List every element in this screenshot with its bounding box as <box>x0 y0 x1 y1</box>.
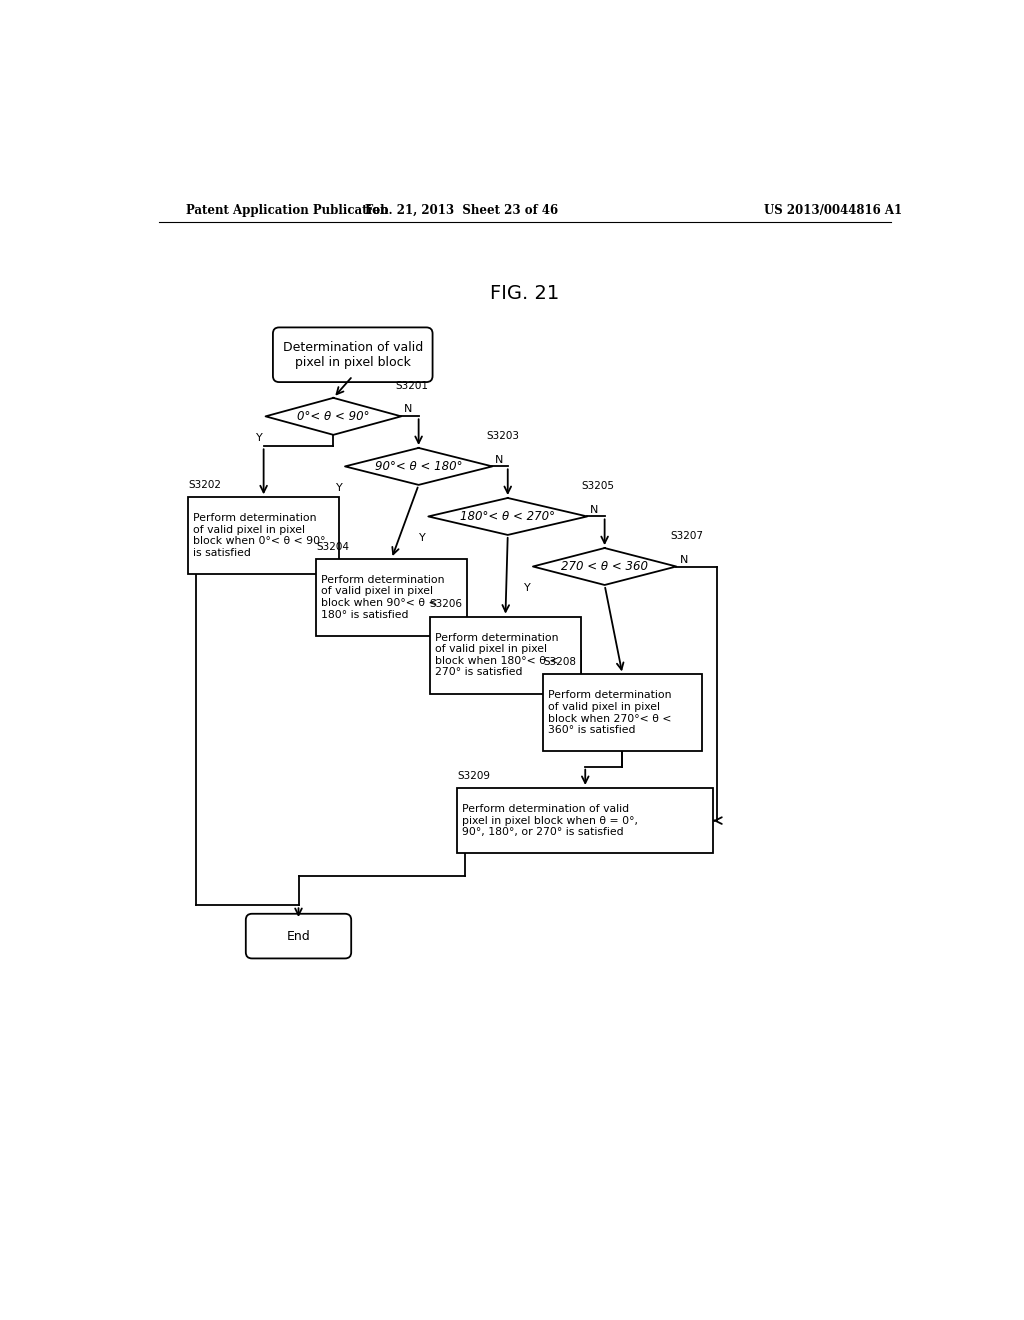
Text: Y: Y <box>523 583 530 593</box>
Bar <box>543 675 701 751</box>
Text: S3207: S3207 <box>670 531 703 541</box>
Text: 90°< θ < 180°: 90°< θ < 180° <box>375 459 463 473</box>
Text: S3206: S3206 <box>430 599 463 610</box>
Bar <box>188 498 339 574</box>
Text: S3204: S3204 <box>316 541 349 552</box>
Text: N: N <box>590 504 599 515</box>
Text: S3209: S3209 <box>458 771 490 780</box>
Text: Perform determination
of valid pixel in pixel
block when 180°< θ <
270° is satis: Perform determination of valid pixel in … <box>434 632 558 677</box>
Text: Perform determination of valid
pixel in pixel block when θ = 0°,
90°, 180°, or 2: Perform determination of valid pixel in … <box>462 804 638 837</box>
Text: Perform determination
of valid pixel in pixel
block when 90°< θ <
180° is satisf: Perform determination of valid pixel in … <box>321 576 444 619</box>
Text: FIG. 21: FIG. 21 <box>490 284 559 302</box>
Text: N: N <box>496 454 504 465</box>
Polygon shape <box>345 447 493 484</box>
Text: Y: Y <box>419 533 426 543</box>
Text: Perform determination
of valid pixel in pixel
block when 0°< θ < 90°
is satisfie: Perform determination of valid pixel in … <box>193 513 326 558</box>
Text: S3202: S3202 <box>188 480 221 490</box>
Text: US 2013/0044816 A1: US 2013/0044816 A1 <box>764 205 901 218</box>
Text: End: End <box>287 929 310 942</box>
Text: S3205: S3205 <box>581 480 614 491</box>
Text: 180°< θ < 270°: 180°< θ < 270° <box>460 510 555 523</box>
Text: Determination of valid
pixel in pixel block: Determination of valid pixel in pixel bl… <box>283 341 423 368</box>
Bar <box>458 788 713 853</box>
Text: 0°< θ < 90°: 0°< θ < 90° <box>297 409 370 422</box>
Text: S3203: S3203 <box>486 430 519 441</box>
Text: N: N <box>679 554 688 565</box>
Text: S3201: S3201 <box>395 380 428 391</box>
Text: S3208: S3208 <box>543 657 577 667</box>
Text: Feb. 21, 2013  Sheet 23 of 46: Feb. 21, 2013 Sheet 23 of 46 <box>365 205 558 218</box>
Polygon shape <box>428 498 587 535</box>
Bar <box>430 616 581 693</box>
Polygon shape <box>532 548 676 585</box>
Text: Patent Application Publication: Patent Application Publication <box>186 205 389 218</box>
Text: Y: Y <box>336 483 342 494</box>
Bar <box>316 558 467 636</box>
FancyBboxPatch shape <box>246 913 351 958</box>
Text: 270 < θ < 360: 270 < θ < 360 <box>561 560 648 573</box>
Text: N: N <box>404 404 413 414</box>
Text: Perform determination
of valid pixel in pixel
block when 270°< θ <
360° is satis: Perform determination of valid pixel in … <box>548 690 671 735</box>
FancyBboxPatch shape <box>273 327 432 381</box>
Text: Y: Y <box>256 433 263 444</box>
Polygon shape <box>265 397 401 434</box>
